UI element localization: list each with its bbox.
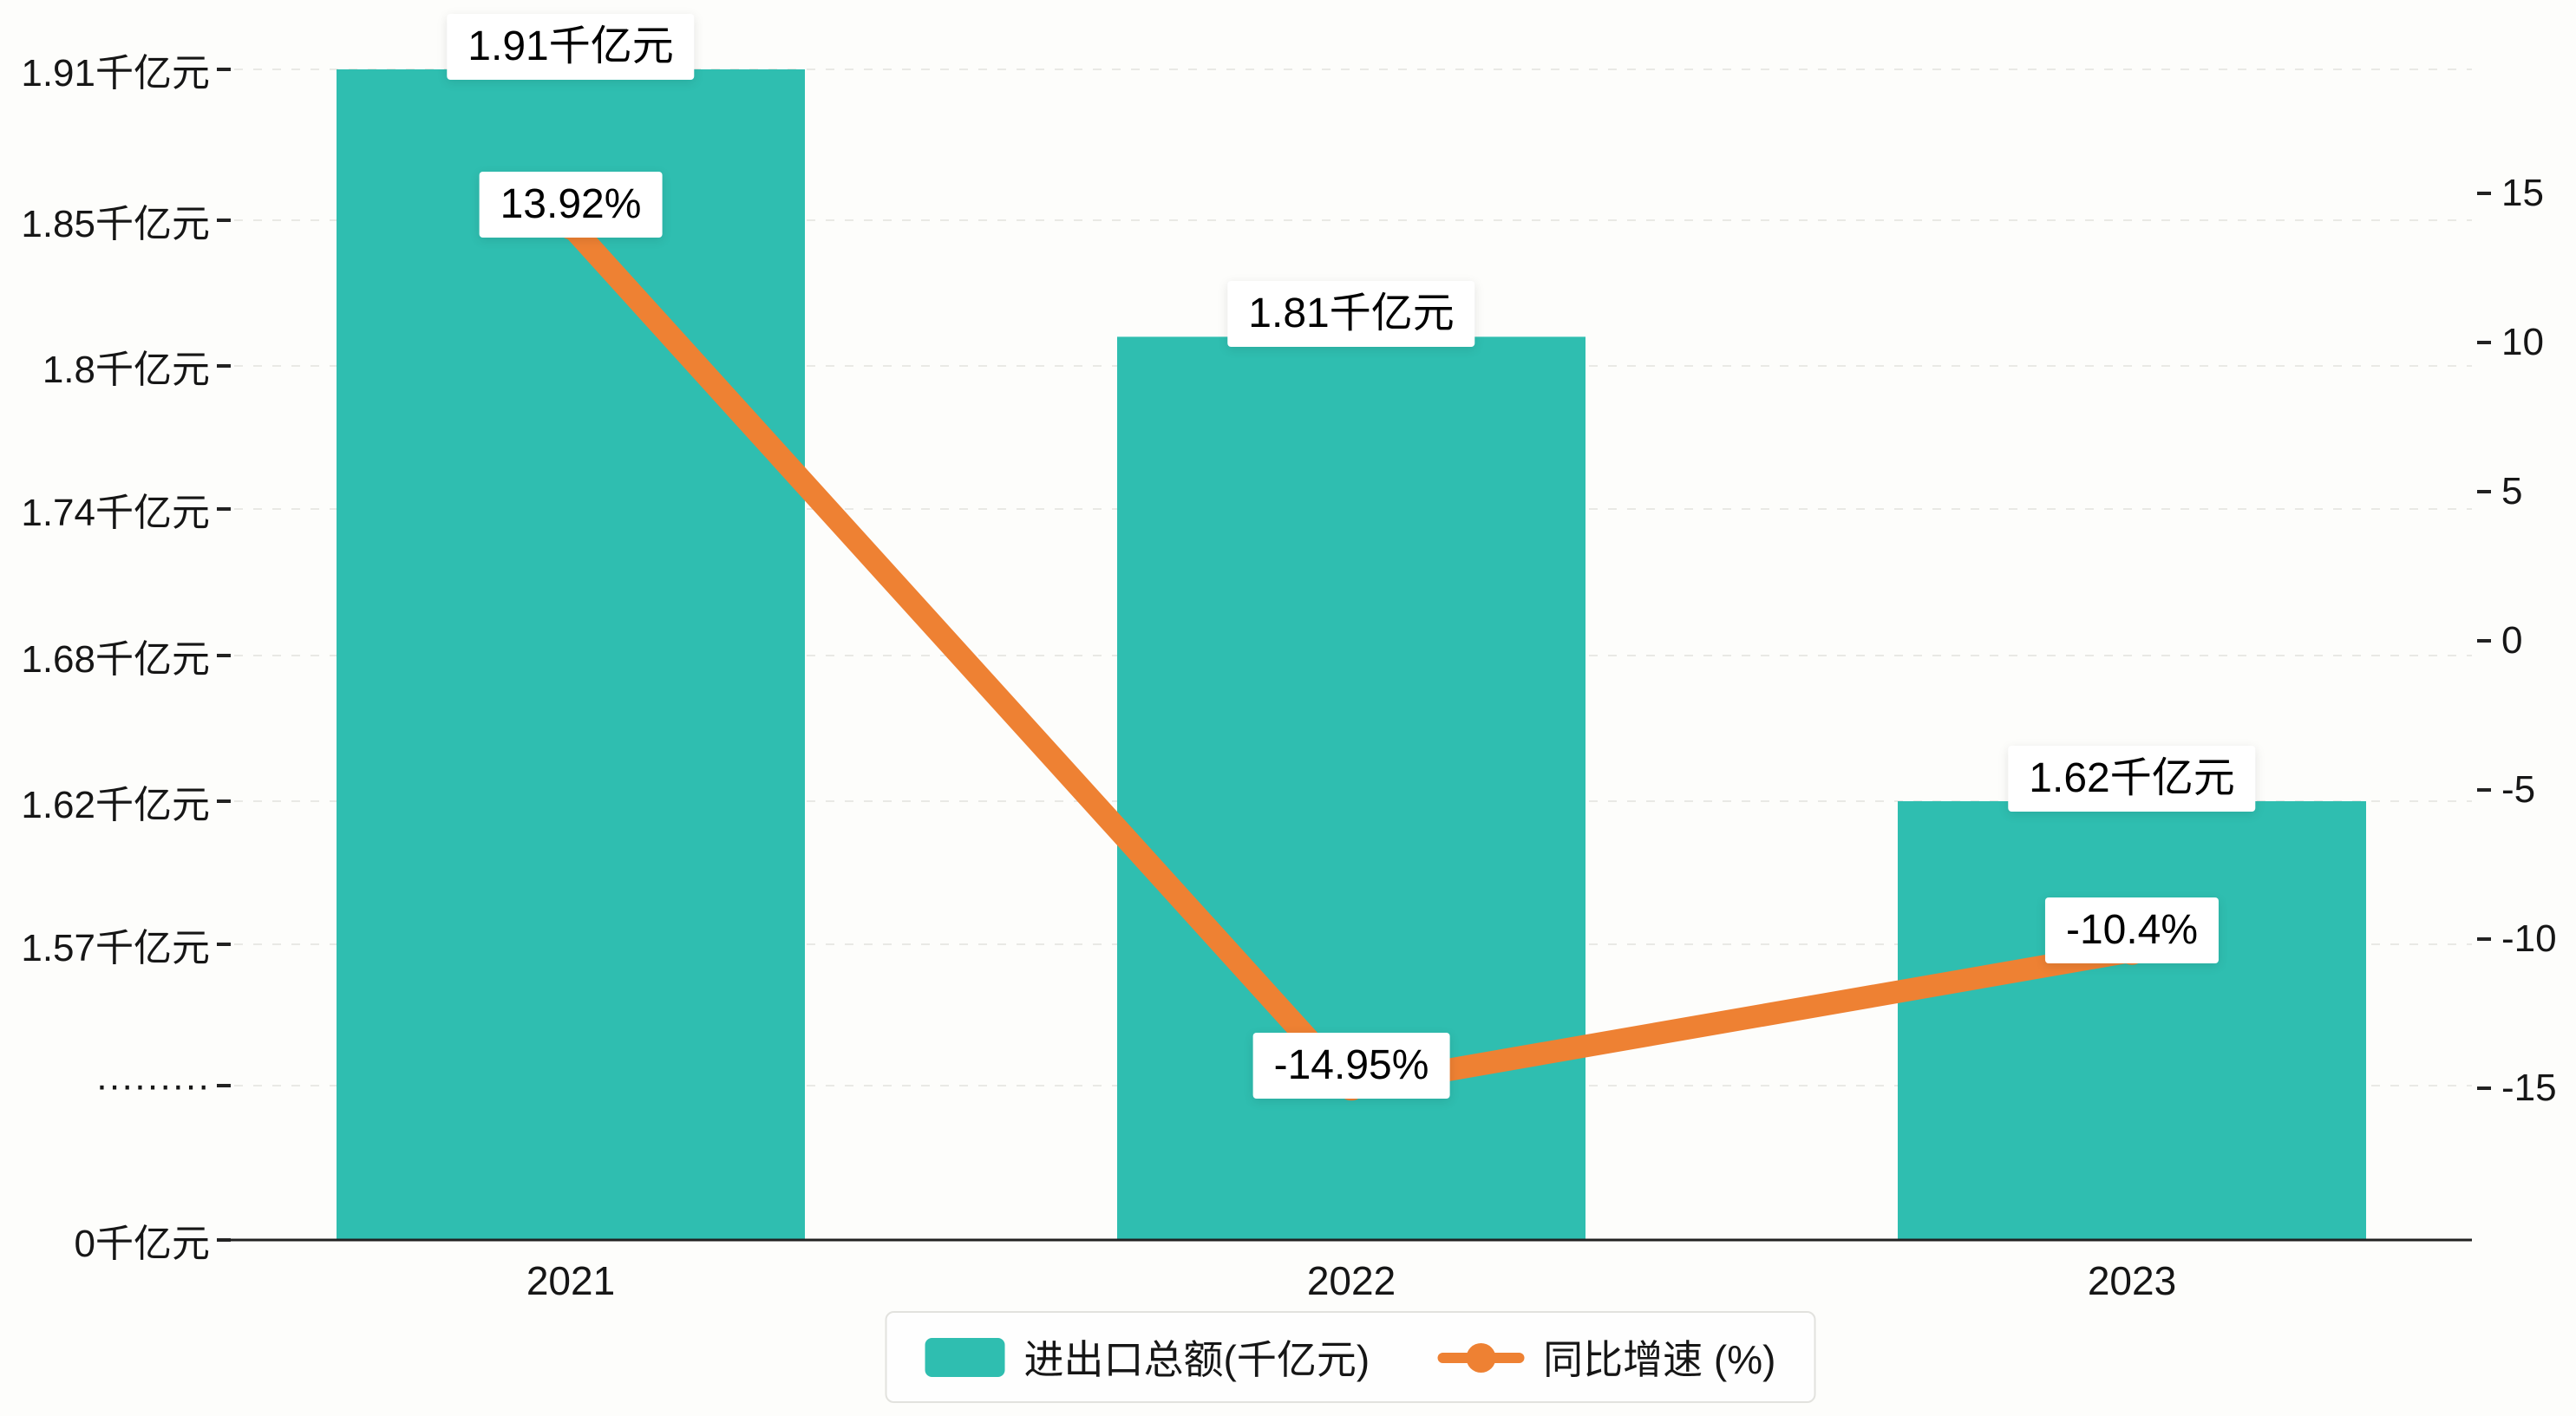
legend-item-line[interactable]: 同比增速 (%) (1437, 1328, 1775, 1386)
line-value-label-2022: -14.95% (1252, 1033, 1450, 1100)
y-left-tick-label-7: ········· (95, 1064, 210, 1106)
line-series-swatch-icon (1437, 1338, 1525, 1377)
y-right-tick-label-1: 10 (2501, 321, 2544, 363)
legend-bar-label: 进出口总额(千亿元) (1023, 1337, 1370, 1382)
bar-series-swatch-icon (925, 1337, 1005, 1377)
y-left-tick-label-8: 0千亿元 (74, 1223, 210, 1265)
y-left-tick-label-2: 1.8千亿元 (42, 349, 210, 391)
y-right-tick-label-4: -5 (2501, 768, 2536, 811)
legend-line-label: 同比增速 (%) (1543, 1337, 1776, 1382)
line-swatch-dot (1466, 1342, 1496, 1373)
y-left-tick-label-4: 1.68千亿元 (21, 638, 210, 681)
bar-2021 (337, 69, 805, 1240)
y-left-tick-label-0: 1.91千亿元 (21, 52, 210, 95)
legend-item-bar[interactable]: 进出口总额(千亿元) (925, 1328, 1370, 1386)
y-right-tick-label-0: 15 (2501, 172, 2544, 214)
bar-2022 (1117, 336, 1585, 1240)
x-tick-label-2023: 2023 (2087, 1258, 2177, 1303)
x-tick-label-2022: 2022 (1306, 1258, 1396, 1303)
y-left-tick-label-3: 1.74千亿元 (21, 492, 210, 534)
y-left-tick-label-5: 1.62千亿元 (21, 784, 210, 826)
y-right-tick-label-5: -10 (2501, 917, 2557, 960)
bar-value-label-2023: 1.62千亿元 (2008, 746, 2256, 812)
line-value-label-2021: 13.92% (479, 172, 663, 238)
x-tick-label-2021: 2021 (526, 1258, 616, 1303)
bar-2023 (1898, 801, 2366, 1240)
y-left-tick-label-6: 1.57千亿元 (21, 927, 210, 969)
y-right-tick-label-6: -15 (2501, 1067, 2557, 1109)
y-right-tick-label-3: 0 (2501, 619, 2523, 662)
bar-value-label-2021: 1.91千亿元 (447, 14, 695, 80)
y-left-tick-label-1: 1.85千亿元 (21, 203, 210, 245)
bar-value-label-2022: 1.81千亿元 (1227, 281, 1475, 348)
line-value-label-2023: -10.4% (2044, 897, 2220, 963)
y-right-tick-label-2: 5 (2501, 470, 2523, 512)
legend: 进出口总额(千亿元) 同比增速 (%) (885, 1311, 1816, 1403)
